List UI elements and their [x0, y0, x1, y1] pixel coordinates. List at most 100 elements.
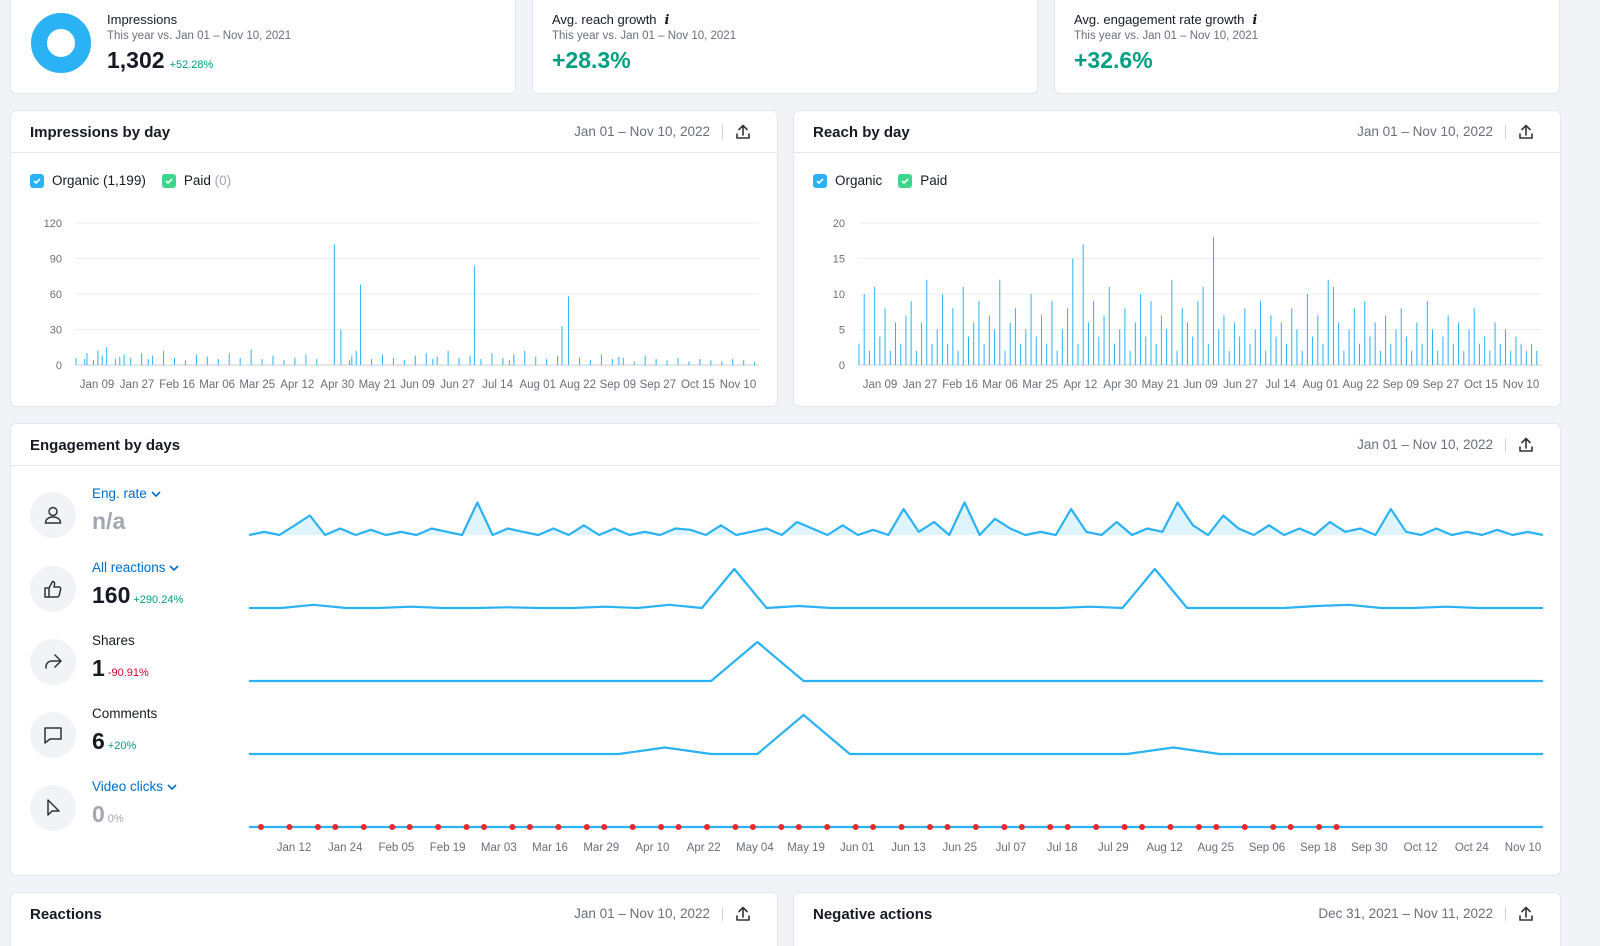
export-icon[interactable]: [734, 123, 752, 141]
x-tick-label: May 21: [359, 379, 397, 391]
x-tick-label: Jun 27: [440, 379, 475, 391]
video-clicks-dropdown[interactable]: Video clicks: [92, 779, 177, 794]
metric-video-clicks: Video clicks 0 0%: [30, 779, 240, 839]
legend-organic[interactable]: Organic (1,199): [30, 173, 146, 188]
x-tick-label: Sep 06: [1249, 842, 1285, 854]
info-icon[interactable]: i: [664, 13, 670, 28]
x-tick-label: Aug 22: [1343, 379, 1379, 391]
reactions-card: Reactions Jan 01 – Nov 10, 2022: [10, 892, 778, 946]
eng-rate-dropdown[interactable]: Eng. rate: [92, 486, 161, 501]
data-point: [1213, 824, 1220, 830]
data-point: [1316, 824, 1323, 830]
legend-paid[interactable]: Paid: [898, 173, 947, 188]
data-point: [898, 824, 905, 830]
x-tick-label: Sep 27: [1423, 379, 1459, 391]
x-tick-label: Jul 07: [996, 842, 1027, 854]
date-range: Dec 31, 2021 – Nov 11, 2022: [1318, 907, 1506, 921]
data-point: [629, 824, 636, 830]
x-tick-label: Jun 25: [942, 842, 977, 854]
x-tick-label: Oct 15: [681, 379, 715, 391]
comment-icon: [30, 712, 76, 758]
data-point: [583, 824, 590, 830]
x-tick-label: Apr 10: [636, 842, 670, 854]
date-range: Jan 01 – Nov 10, 2022: [574, 907, 723, 921]
x-tick-label: Sep 27: [640, 379, 676, 391]
data-point: [795, 824, 802, 830]
export-icon[interactable]: [1517, 123, 1535, 141]
card-title: Negative actions: [813, 906, 933, 923]
x-tick-label: Jul 18: [1047, 842, 1078, 854]
kpi-engagement-card: Avg. engagement rate growth i This year v…: [1054, 0, 1560, 94]
x-tick-label: Jan 24: [328, 842, 363, 854]
metric-delta: +20%: [107, 740, 137, 752]
x-tick-label: Aug 25: [1198, 842, 1234, 854]
card-header: Impressions by day Jan 01 – Nov 10, 2022: [11, 111, 777, 153]
card-title: Reach by day: [813, 124, 910, 141]
checkbox-checked-icon[interactable]: [813, 173, 827, 188]
x-tick-label: Jul 14: [1265, 379, 1296, 391]
metric-delta: -90.91%: [107, 667, 149, 679]
x-tick-label: Mar 16: [532, 842, 568, 854]
x-tick-label: Oct 24: [1455, 842, 1489, 854]
x-tick-label: Jun 27: [1223, 379, 1258, 391]
date-range: Jan 01 – Nov 10, 2022: [574, 125, 723, 139]
data-point: [406, 824, 413, 830]
area-fill: [249, 502, 1543, 535]
data-point: [1270, 824, 1277, 830]
kpi-value: +28.3%: [552, 47, 631, 73]
x-tick-label: Jan 09: [863, 379, 898, 391]
chevron-down-icon: [167, 784, 177, 791]
checkbox-checked-icon[interactable]: [161, 173, 176, 188]
date-range: Jan 01 – Nov 10, 2022: [1357, 125, 1506, 139]
legend-paid[interactable]: Paid (0): [161, 173, 231, 188]
x-tick-label: Nov 10: [1505, 842, 1541, 854]
engagement-line-chart: Jan 12 Jan 24 Feb 05 Feb 19 Mar 03 Mar 16 Mar …: [248, 501, 1544, 854]
data-point: [944, 824, 951, 830]
checkbox-checked-icon[interactable]: [898, 173, 913, 188]
chevron-down-icon: [150, 491, 161, 498]
cursor-icon: [30, 785, 76, 831]
x-tick-label: Mar 03: [481, 842, 517, 854]
data-point: [481, 824, 487, 830]
all-reactions-dropdown[interactable]: All reactions: [92, 560, 179, 575]
x-tick-label: Sep 30: [1351, 842, 1387, 854]
metric-delta: +290.24%: [133, 594, 184, 606]
data-point: [314, 824, 321, 830]
x-tick-label: Mar 29: [583, 842, 619, 854]
export-icon[interactable]: [1517, 905, 1535, 923]
metric-delta: 0%: [107, 813, 124, 825]
info-icon[interactable]: i: [1252, 13, 1258, 28]
metric-label: Shares: [92, 633, 135, 648]
x-tick-label: Mar 06: [199, 379, 235, 391]
card-title: Engagement by days: [30, 437, 181, 454]
data-point: [286, 824, 293, 830]
series-line: [248, 501, 1544, 537]
share-icon: [30, 639, 76, 685]
kpi-reach-card: Avg. reach growth i This year vs. Jan 01 …: [532, 0, 1038, 94]
data-point: [601, 824, 608, 830]
metric-value: 1 -90.91%: [92, 655, 149, 681]
data-point: [675, 824, 682, 830]
x-tick-label: Apr 30: [320, 379, 354, 391]
x-tick-label: Oct 15: [1464, 379, 1498, 391]
kpi-impressions-card: Impressions This year vs. Jan 01 – Nov 1…: [10, 0, 516, 94]
thumbs-up-icon: [30, 566, 76, 612]
metric-label: Comments: [92, 706, 158, 721]
metric-value: n/a: [92, 508, 126, 534]
x-tick-label: Mar 06: [982, 379, 1018, 391]
kpi-title: Avg. engagement rate growth i: [1074, 12, 1258, 28]
kpi-value: +32.6%: [1074, 47, 1153, 73]
data-point: [1241, 824, 1248, 830]
data-point: [1093, 824, 1100, 830]
export-icon[interactable]: [1517, 436, 1535, 454]
x-tick-label: Aug 01: [1302, 379, 1338, 391]
data-point: [732, 824, 739, 830]
checkbox-checked-icon[interactable]: [30, 173, 44, 188]
x-tick-label: Feb 05: [379, 842, 415, 854]
export-icon[interactable]: [734, 905, 752, 923]
y-tick-label: 20: [833, 218, 845, 230]
impressions-bar-chart: 0 30 60 90 120 Jan 09 Jan 27 Feb 16 Mar 06 Mar 25…: [44, 218, 759, 391]
y-tick-label: 60: [50, 289, 62, 301]
legend-organic[interactable]: Organic: [813, 173, 882, 188]
y-tick-label: 90: [50, 254, 62, 266]
